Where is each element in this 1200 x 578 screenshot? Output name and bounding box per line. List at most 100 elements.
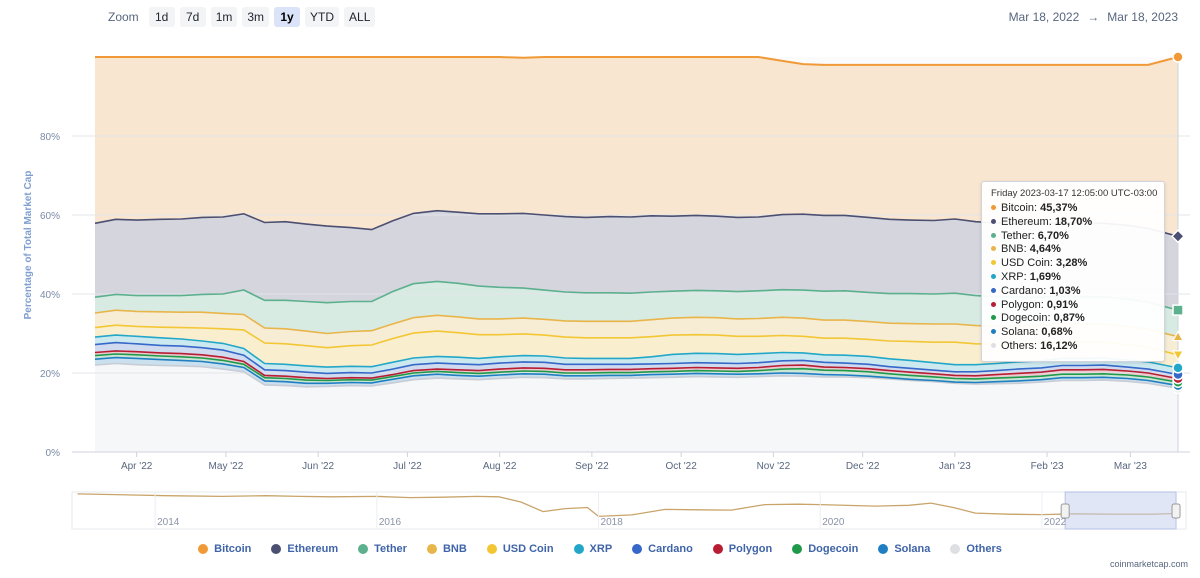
end-marker-usd-coin: [1171, 350, 1185, 362]
date-range-separator: →: [1087, 10, 1100, 24]
end-marker-bitcoin: [1172, 51, 1184, 63]
legend-dot: [358, 544, 369, 554]
zoom-button-ytd[interactable]: YTD: [305, 7, 340, 27]
legend-item-polygon[interactable]: Polygon: [712, 543, 773, 555]
tooltip-series-value: 45,37%: [1040, 202, 1078, 214]
zoom-button-all[interactable]: ALL: [344, 7, 376, 27]
tooltip-dot: [991, 260, 996, 266]
legend-item-usd-coin[interactable]: USD Coin: [486, 543, 554, 555]
y-tick-label: 20%: [40, 369, 60, 380]
series-line-bitcoin: [95, 56, 1179, 66]
tooltip-row: BNB: 4,64%: [991, 243, 1156, 257]
legend-dot: [198, 544, 209, 554]
zoom-button-3m[interactable]: 3m: [242, 7, 270, 27]
tooltip-dot: [991, 287, 996, 293]
legend-dot: [271, 544, 282, 554]
area-bnb[interactable]: [95, 310, 1178, 355]
x-tick-label: Aug '22: [483, 461, 517, 472]
navigator-tick-label: 2016: [379, 517, 402, 528]
legend-item-bnb[interactable]: BNB: [426, 543, 467, 555]
series-line-dogecoin: [94, 353, 1179, 383]
legend-item-cardano[interactable]: Cardano: [632, 543, 693, 555]
navigator-background: [71, 491, 1187, 530]
tooltip-series-value: 0,68%: [1041, 326, 1073, 339]
legend-item-xrp[interactable]: XRP: [573, 543, 612, 555]
tooltip-row: Solana: 0,68%: [991, 326, 1156, 340]
tooltip-row: XRP: 1,69%: [991, 271, 1156, 285]
date-range-from[interactable]: Mar 18, 2022: [1008, 10, 1080, 24]
zoom-button-1y[interactable]: 1y: [274, 7, 301, 27]
legend-dot: [573, 544, 584, 554]
tooltip-series-value: 4,64%: [1029, 243, 1061, 256]
legend-label: Others: [966, 543, 1002, 555]
x-tick-label: Jun '22: [302, 461, 334, 472]
legend-item-bitcoin[interactable]: Bitcoin: [198, 543, 251, 555]
chart-legend: Bitcoin Ethereum Tether BNB USD Coin XRP Carda…: [0, 540, 1200, 558]
legend-item-solana[interactable]: Solana: [878, 543, 930, 555]
area-usd-coin[interactable]: [95, 325, 1178, 368]
navigator-handle-left[interactable]: [1060, 503, 1070, 519]
area-xrp[interactable]: [95, 335, 1178, 375]
y-axis-label: Percentage of Total Market Cap: [23, 171, 34, 320]
series-line-others: [94, 362, 1179, 390]
zoom-button-1m[interactable]: 1m: [210, 7, 238, 27]
date-range: Mar 18, 2022 → Mar 18, 2023: [1009, 10, 1178, 24]
tooltip-series-name: Ethereum:: [1001, 215, 1055, 228]
tooltip-series-name: Solana:: [1001, 326, 1042, 339]
x-tick-label: Dec '22: [846, 461, 880, 472]
tooltip-row: Bitcoin: 45,37%: [991, 202, 1156, 216]
area-ethereum[interactable]: [95, 210, 1178, 311]
x-tick-label: Oct '22: [665, 461, 697, 472]
tooltip-dot: [991, 301, 996, 307]
tooltip-row: USD Coin: 3,28%: [991, 257, 1156, 271]
legend-label: Solana: [894, 543, 931, 555]
tooltip-series-name: Tether:: [1001, 229, 1038, 242]
area-bitcoin[interactable]: [95, 57, 1178, 237]
area-cardano[interactable]: [95, 342, 1178, 379]
zoom-button-7d[interactable]: 7d: [179, 7, 206, 27]
legend-label: Ethereum: [287, 543, 339, 555]
legend-item-others[interactable]: Others: [950, 543, 1002, 555]
legend-dot: [792, 544, 803, 554]
legend-label: BNB: [442, 543, 467, 555]
tooltip-row: Cardano: 1,03%: [991, 285, 1156, 299]
tooltip-series-name: Polygon:: [1001, 298, 1047, 311]
legend-label: Dogecoin: [808, 543, 859, 555]
x-tick-label: Jul '22: [393, 461, 422, 472]
legend-item-dogecoin[interactable]: Dogecoin: [792, 543, 858, 555]
zoom-button-1d[interactable]: 1d: [148, 7, 175, 27]
navigator-selection[interactable]: [1064, 491, 1177, 530]
zoom-label: Zoom: [108, 10, 139, 24]
end-marker-xrp: [1172, 362, 1184, 374]
tooltip-series-name: BNB:: [1001, 243, 1030, 256]
navigator-handle-right[interactable]: [1171, 503, 1181, 519]
x-tick-label: Feb '23: [1031, 461, 1064, 472]
legend-item-ethereum[interactable]: Ethereum: [271, 543, 338, 555]
series-line-polygon: [94, 350, 1179, 380]
series-line-xrp: [94, 334, 1179, 369]
legend-item-tether[interactable]: Tether: [358, 543, 407, 555]
tooltip-dot: [991, 315, 996, 321]
navigator-tick-label: 2014: [157, 517, 180, 528]
legend-label: Polygon: [728, 543, 773, 555]
area-others[interactable]: [95, 363, 1178, 453]
legend-dot: [486, 544, 497, 554]
tooltip-dot: [991, 246, 996, 252]
end-marker-tether: [1172, 304, 1184, 316]
tooltip-dot: [991, 342, 996, 348]
legend-label: Bitcoin: [214, 543, 252, 555]
area-dogecoin[interactable]: [95, 354, 1178, 386]
tooltip-series-name: Dogecoin:: [1001, 312, 1054, 325]
tooltip-dot: [991, 205, 996, 210]
x-tick-label: Apr '22: [121, 461, 153, 472]
tooltip-series-name: USD Coin:: [1001, 257, 1057, 270]
date-range-to[interactable]: Mar 18, 2023: [1107, 10, 1178, 24]
x-tick-label: Jan '23: [939, 461, 971, 472]
tooltip-series-value: 0,91%: [1046, 298, 1079, 311]
x-tick-label: Sep '22: [575, 461, 609, 472]
end-marker-ethereum: [1170, 229, 1186, 244]
tooltip-dot: [991, 232, 996, 238]
legend-dot: [712, 544, 723, 554]
tooltip-dot: [991, 329, 996, 335]
tooltip-series-value: 6,70%: [1037, 229, 1069, 242]
